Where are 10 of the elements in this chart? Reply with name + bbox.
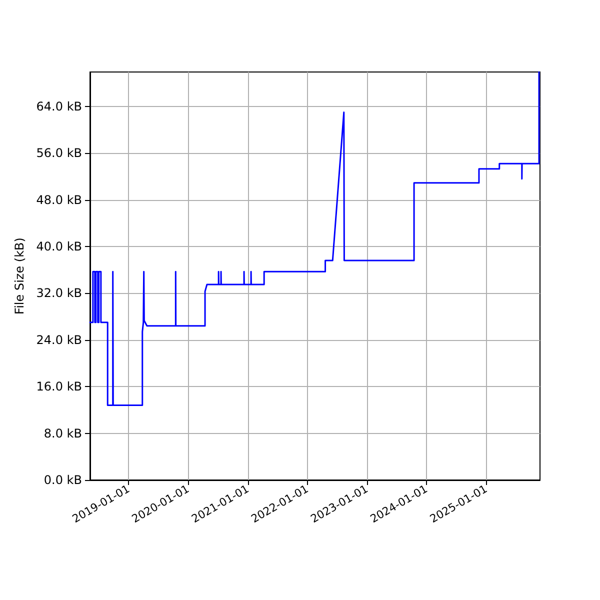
y-tick-label: 64.0 kB xyxy=(36,99,82,114)
y-tick-label: 40.0 kB xyxy=(36,240,82,254)
y-tick-label: 16.0 kB xyxy=(36,380,82,394)
y-tick-label: 32.0 kB xyxy=(36,286,82,300)
y-axis-title: File Size (kB) xyxy=(12,238,26,314)
y-tick-label: 48.0 kB xyxy=(36,192,82,207)
y-tick-label: 0.0 kB xyxy=(44,473,82,487)
y-tick-label: 8.0 kB xyxy=(44,426,82,440)
y-tick-label: 24.0 kB xyxy=(36,332,82,347)
y-tick-label: 56.0 kB xyxy=(36,146,82,160)
